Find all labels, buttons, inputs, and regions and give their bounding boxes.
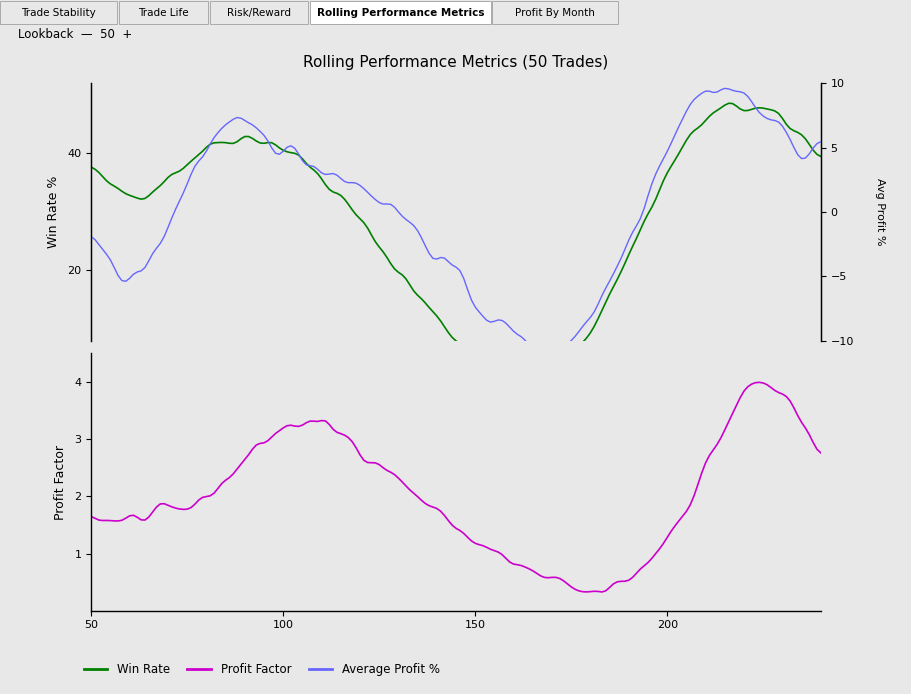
Text: Lookback  —  50  +: Lookback — 50 + <box>18 28 132 41</box>
Win Rate <box>86 163 97 171</box>
Average Profit % <box>719 84 730 92</box>
Win Rate <box>611 276 622 284</box>
Win Rate <box>485 361 496 369</box>
Line: Average Profit %: Average Profit % <box>91 88 820 350</box>
Text: Profit By Month: Profit By Month <box>515 8 595 18</box>
Text: Rolling Performance Metrics (50 Trades): Rolling Performance Metrics (50 Trades) <box>303 55 608 70</box>
Profit Factor <box>580 588 591 596</box>
Average Profit % <box>231 113 242 121</box>
Profit Factor <box>596 588 607 596</box>
Average Profit % <box>530 346 541 354</box>
Average Profit % <box>584 313 595 321</box>
Average Profit % <box>86 232 97 241</box>
Average Profit % <box>596 291 607 300</box>
Y-axis label: Avg Profit %: Avg Profit % <box>874 178 884 246</box>
Profit Factor <box>86 512 97 520</box>
Text: Risk/Reward: Risk/Reward <box>227 8 291 18</box>
Win Rate <box>722 99 733 108</box>
Win Rate <box>596 306 607 314</box>
Average Profit % <box>485 318 496 326</box>
Y-axis label: Win Rate %: Win Rate % <box>47 176 60 248</box>
Win Rate <box>814 152 825 160</box>
Text: Rolling Performance Metrics: Rolling Performance Metrics <box>316 8 484 18</box>
Average Profit % <box>634 214 645 223</box>
Average Profit % <box>814 137 825 146</box>
Profit Factor <box>611 577 622 586</box>
Text: Trade Stability: Trade Stability <box>21 8 96 18</box>
Profit Factor <box>592 587 603 595</box>
Profit Factor <box>753 378 764 387</box>
Line: Win Rate: Win Rate <box>91 103 820 377</box>
Win Rate <box>507 373 518 381</box>
Win Rate <box>584 329 595 337</box>
Legend: Win Rate, Profit Factor, Average Profit %: Win Rate, Profit Factor, Average Profit … <box>78 659 445 681</box>
Profit Factor <box>485 545 496 553</box>
Y-axis label: Profit Factor: Profit Factor <box>55 445 67 520</box>
Win Rate <box>634 226 645 234</box>
Profit Factor <box>814 449 825 457</box>
Profit Factor <box>634 565 645 573</box>
Average Profit % <box>611 262 622 270</box>
Text: Trade Life: Trade Life <box>138 8 189 18</box>
Win Rate <box>231 137 242 146</box>
Line: Profit Factor: Profit Factor <box>91 382 820 592</box>
Profit Factor <box>231 465 242 473</box>
